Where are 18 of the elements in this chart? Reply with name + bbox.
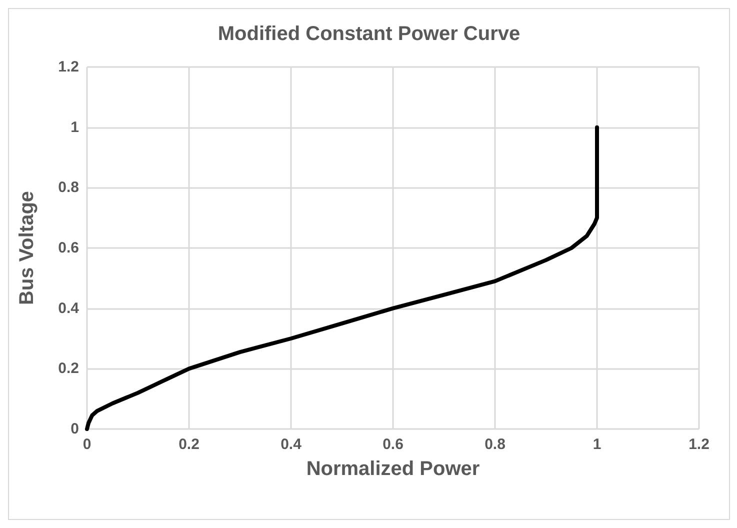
y-tick-label: 0.6 — [58, 240, 79, 256]
x-tick-label: 0.4 — [280, 436, 302, 453]
y-tick-label: 1 — [70, 118, 79, 136]
chart-title: Modified Constant Power Curve — [218, 23, 520, 45]
y-tick-label: 0 — [70, 420, 79, 438]
x-tick-label: 1.2 — [688, 436, 710, 453]
y-tick-label: 1.2 — [58, 58, 79, 76]
y-tick-label: 0.8 — [58, 179, 79, 196]
x-tick-label: 0.2 — [178, 436, 200, 453]
x-tick-label: 0.6 — [382, 436, 404, 453]
y-tick-label: 0.2 — [58, 360, 79, 378]
y-tick-label: 0.4 — [58, 300, 80, 317]
line-series — [85, 125, 599, 431]
x-tick-label: 0 — [82, 436, 92, 453]
x-tick-label: 0.8 — [484, 436, 506, 453]
x-tick-label: 1 — [592, 436, 602, 453]
x-axis-title: Normalized Power — [306, 458, 480, 480]
y-axis-title: Bus Voltage — [16, 190, 38, 306]
